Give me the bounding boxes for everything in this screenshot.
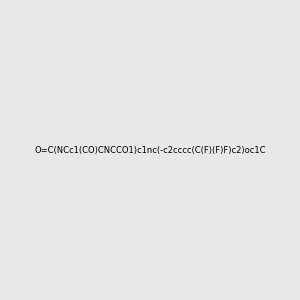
Text: O=C(NCc1(CO)CNCCO1)c1nc(-c2cccc(C(F)(F)F)c2)oc1C: O=C(NCc1(CO)CNCCO1)c1nc(-c2cccc(C(F)(F)F…: [34, 146, 266, 154]
